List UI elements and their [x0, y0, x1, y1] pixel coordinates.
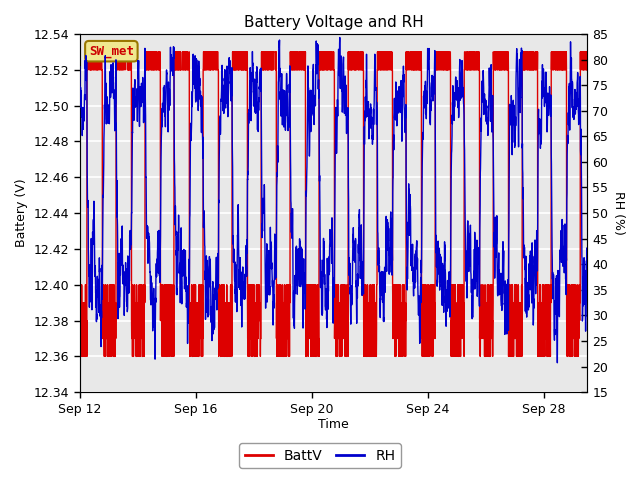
Title: Battery Voltage and RH: Battery Voltage and RH: [244, 15, 424, 30]
Legend: BattV, RH: BattV, RH: [239, 443, 401, 468]
Text: SW_met: SW_met: [89, 45, 134, 58]
Y-axis label: RH (%): RH (%): [612, 191, 625, 235]
Y-axis label: Battery (V): Battery (V): [15, 179, 28, 247]
X-axis label: Time: Time: [318, 419, 349, 432]
